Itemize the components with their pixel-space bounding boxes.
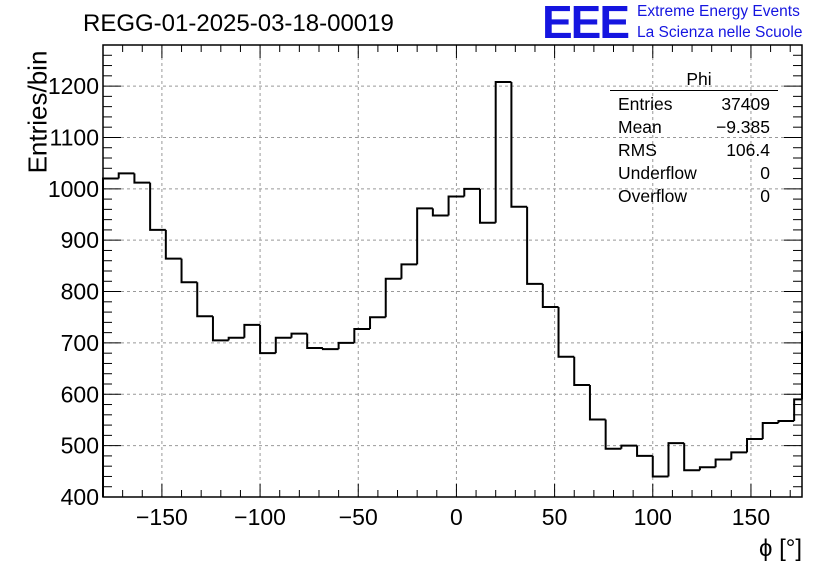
- stats-box: Phi Entries 37409 Mean −9.385 RMS 106.4 …: [610, 68, 778, 208]
- histogram-bar: [369, 316, 386, 330]
- histogram-bar: [102, 177, 119, 497]
- y-tick-label: 500: [61, 433, 99, 459]
- histogram-bar: [777, 419, 795, 424]
- histogram-bar: [196, 282, 213, 318]
- histogram-bar: [604, 419, 622, 450]
- histogram-bar: [243, 323, 261, 338]
- histogram-bar: [651, 455, 669, 478]
- stats-value: 37409: [721, 94, 770, 114]
- histogram-bar: [117, 172, 135, 179]
- x-tick-label: 0: [450, 504, 463, 530]
- histogram-bar: [698, 466, 716, 471]
- histogram-bar: [730, 451, 748, 460]
- y-tick-label: 600: [61, 381, 99, 407]
- histogram-bar: [573, 356, 590, 387]
- histogram-bar: [353, 328, 371, 343]
- histogram-bar: [164, 229, 182, 260]
- histogram-bar: [683, 443, 700, 472]
- histogram-bar: [510, 81, 528, 208]
- x-tick-label: 150: [732, 504, 770, 530]
- histogram-bar: [557, 306, 575, 358]
- histogram-bar: [274, 336, 292, 354]
- histogram-bar: [180, 258, 198, 284]
- y-tick-label: 1100: [50, 124, 99, 150]
- histogram-bar: [793, 398, 802, 421]
- histogram-bar: [494, 80, 512, 223]
- histogram-bar: [667, 442, 685, 477]
- histogram-bar: [321, 348, 339, 351]
- eee-logo-line2: La Scienza nelle Scuole: [637, 24, 803, 41]
- x-axis-label: ϕ [°]: [758, 535, 802, 562]
- y-tick-label: 700: [61, 330, 99, 356]
- histogram-bar: [463, 187, 480, 197]
- histogram-bar: [259, 324, 276, 355]
- eee-logo: EEE: [542, 0, 630, 48]
- histogram-bar: [588, 385, 606, 421]
- stats-key: RMS: [618, 140, 657, 160]
- histogram-bar: [227, 336, 245, 341]
- histogram-bar: [337, 341, 355, 350]
- stats-key: Entries: [618, 94, 673, 114]
- y-tick-label: 900: [61, 227, 99, 253]
- histogram-bar: [384, 277, 402, 318]
- histogram-bar: [431, 208, 449, 217]
- y-axis-label: Entries/bin: [22, 50, 53, 174]
- histogram-bar: [149, 182, 166, 231]
- histogram-bar: [636, 445, 653, 457]
- x-tick-label: 50: [542, 504, 568, 530]
- histogram-bar: [620, 444, 638, 449]
- stats-value: −9.385: [715, 117, 770, 137]
- stats-value: 0: [760, 186, 770, 206]
- stats-divider: [610, 90, 778, 91]
- y-tick-label: 1200: [48, 73, 99, 99]
- stats-row-entries: Entries 37409: [610, 93, 778, 116]
- stats-value: 0: [760, 163, 770, 183]
- stats-key: Mean: [618, 117, 662, 137]
- histogram-bar: [541, 283, 559, 308]
- stats-title: Phi: [686, 69, 712, 89]
- histogram-bar: [714, 458, 732, 468]
- chart-title: REGG-01-2025-03-18-00019: [83, 10, 394, 37]
- histogram-bar: [290, 332, 308, 338]
- stats-row-mean: Mean −9.385: [610, 116, 778, 139]
- histogram-bar: [761, 422, 779, 439]
- histogram-bar: [746, 437, 763, 453]
- stats-key: Overflow: [618, 186, 688, 206]
- stats-row-rms: RMS 106.4: [610, 139, 778, 162]
- x-tick-label: −150: [136, 504, 188, 530]
- y-tick-label: 1000: [48, 176, 99, 202]
- x-tick-label: −50: [339, 504, 378, 530]
- x-tick-label: −100: [234, 504, 286, 530]
- y-tick-label: 400: [61, 484, 99, 510]
- stats-key: Underflow: [618, 163, 697, 183]
- histogram-bar: [306, 333, 323, 350]
- x-tick-label: 100: [634, 504, 672, 530]
- histogram-bar: [133, 173, 151, 184]
- histogram-bar: [447, 195, 465, 216]
- stats-row-underflow: Underflow 0: [610, 162, 778, 185]
- stats-row-overflow: Overflow 0: [610, 185, 778, 208]
- histogram-bar: [416, 207, 433, 265]
- eee-logo-line1: Extreme Energy Events: [637, 3, 800, 20]
- histogram-bar: [400, 263, 418, 279]
- stats-value: 106.4: [726, 140, 770, 160]
- histogram-bar: [478, 188, 496, 224]
- histogram-bar: [526, 206, 543, 285]
- histogram-bar: [211, 316, 229, 342]
- y-tick-label: 800: [61, 279, 99, 305]
